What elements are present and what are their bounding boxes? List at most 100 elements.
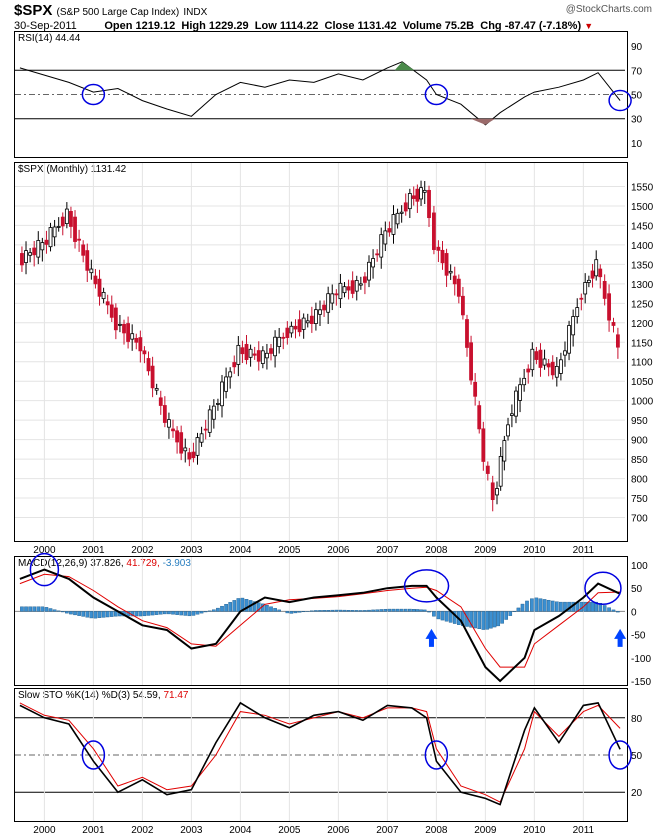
- price-candle-body: [538, 349, 543, 368]
- price-chart: 700 750 800 850 900 950 1000 1050 1100 1150 1200 12…: [15, 163, 654, 541]
- rsi-highlight-circle: [424, 83, 449, 106]
- price-candle-body: [495, 488, 499, 496]
- macd-histogram-bar: [167, 611, 171, 615]
- macd-histogram-bar: [555, 601, 559, 612]
- price-candle-body: [602, 280, 607, 299]
- quote-date: 30-Sep-2011: [14, 20, 77, 32]
- price-candle-body: [224, 376, 228, 392]
- price-candle-body: [598, 268, 603, 278]
- macd-histogram-bar: [322, 610, 326, 612]
- price-candle-body: [281, 336, 286, 339]
- price-candle-body: [563, 350, 567, 356]
- price-candle-body: [465, 319, 469, 348]
- price-candle-body: [579, 297, 584, 300]
- macd-histogram-bar: [89, 611, 94, 619]
- price-candle-body: [101, 292, 106, 300]
- macd-histogram-bar: [342, 609, 347, 612]
- price-candle-body: [36, 240, 41, 258]
- price-candle-body: [154, 388, 159, 391]
- macd-histogram-bar: [224, 604, 228, 612]
- price-candle-body: [427, 189, 431, 219]
- macd-histogram-bar: [73, 611, 77, 616]
- price-candle-body: [422, 189, 427, 193]
- macd-histogram-bar: [500, 611, 504, 624]
- macd-histogram-bar: [492, 611, 497, 628]
- price-candle-body: [277, 336, 282, 347]
- rsi-line: [19, 61, 621, 126]
- price-tick-label: 900: [631, 436, 648, 447]
- macd-histogram-bar: [579, 601, 584, 612]
- sto-highlight-circle: [424, 740, 449, 770]
- price-panel: $SPX (Monthly) 1131.42 700 750 800 850 900 95…: [14, 162, 654, 542]
- macd-histogram-bar: [216, 607, 220, 612]
- rsi-highlight-circle: [81, 83, 106, 106]
- macd-histogram-bar: [277, 609, 281, 612]
- x-tick-label: 2000: [33, 545, 56, 556]
- macd-histogram-bar: [408, 608, 412, 612]
- rsi-tick-label: 30: [631, 115, 643, 126]
- macd-histogram-bar: [371, 609, 375, 612]
- macd-histogram-bar: [32, 606, 36, 612]
- price-candle-body: [52, 226, 57, 238]
- macd-histogram-bar: [40, 606, 45, 612]
- x-tick-label: 2003: [180, 825, 203, 836]
- price-candle-body: [469, 342, 473, 381]
- price-tick-label: 1200: [631, 319, 654, 330]
- price-candle-body: [269, 348, 273, 354]
- macd-histogram-bar: [415, 609, 420, 612]
- macd-histogram-bar: [559, 601, 563, 612]
- price-candle-body: [526, 368, 531, 373]
- macd-histogram-bar: [598, 603, 603, 612]
- price-candle-body: [571, 316, 576, 336]
- price-candle-body: [183, 447, 188, 452]
- x-tick-label: 2008: [425, 545, 448, 556]
- macd-histogram-bar: [252, 601, 257, 612]
- macd-histogram-bar: [387, 608, 392, 612]
- macd-chart: 100 50 0 -50 -100 -150: [15, 552, 651, 688]
- price-candle-body: [81, 244, 86, 256]
- price-tick-label: 1450: [631, 221, 654, 232]
- price-candle-body: [256, 350, 261, 362]
- macd-histogram-bar: [440, 611, 445, 621]
- price-candle-body: [285, 327, 290, 338]
- x-tick-label: 2007: [376, 825, 399, 836]
- price-label: $SPX (Monthly) 1131.42: [18, 164, 127, 175]
- macd-histogram-bar: [508, 611, 513, 616]
- macd-histogram-bar: [550, 600, 555, 612]
- price-candle-body: [69, 211, 73, 227]
- macd-histogram-bar: [520, 603, 525, 612]
- price-candle-body: [293, 325, 298, 330]
- macd-histogram-bar: [611, 609, 616, 612]
- price-candle-body: [48, 227, 53, 248]
- up-arrow-icon: [614, 628, 627, 647]
- macd-histogram-bar: [534, 597, 539, 612]
- rsi-tick-label: 90: [631, 42, 643, 53]
- price-candle-body: [236, 344, 241, 365]
- macd-histogram-bar: [594, 601, 599, 612]
- price-candle-body: [607, 293, 611, 321]
- macd-histogram-bar: [346, 610, 351, 612]
- index-name: (S&P 500 Large Cap Index): [56, 7, 180, 18]
- price-candle-body: [542, 358, 547, 366]
- macd-histogram-bar: [485, 611, 489, 630]
- macd-histogram-bar: [77, 611, 81, 616]
- macd-histogram-bar: [350, 610, 355, 612]
- quote-close: Close 1131.42: [324, 20, 397, 32]
- macd-histogram-bar: [191, 611, 196, 616]
- macd-panel: MACD(12,26,9) 37.826, 41.729, -3.903 100…: [14, 552, 651, 688]
- price-candle-body: [187, 452, 192, 460]
- price-candle-body: [138, 337, 143, 352]
- price-candle-body: [228, 371, 233, 378]
- macd-histogram-bar: [587, 601, 591, 612]
- price-candle-body: [415, 188, 420, 202]
- macd-histogram-bar: [338, 609, 343, 612]
- x-tick-label: 2000: [33, 825, 56, 836]
- price-candle-body: [130, 333, 135, 340]
- price-candle-body: [583, 282, 588, 295]
- macd-histogram-bar: [150, 611, 155, 616]
- price-candle-body: [122, 323, 126, 334]
- price-candle-body: [195, 437, 200, 456]
- macd-histogram-bar: [48, 608, 53, 612]
- price-candle-body: [522, 377, 527, 386]
- price-candle-body: [354, 280, 359, 292]
